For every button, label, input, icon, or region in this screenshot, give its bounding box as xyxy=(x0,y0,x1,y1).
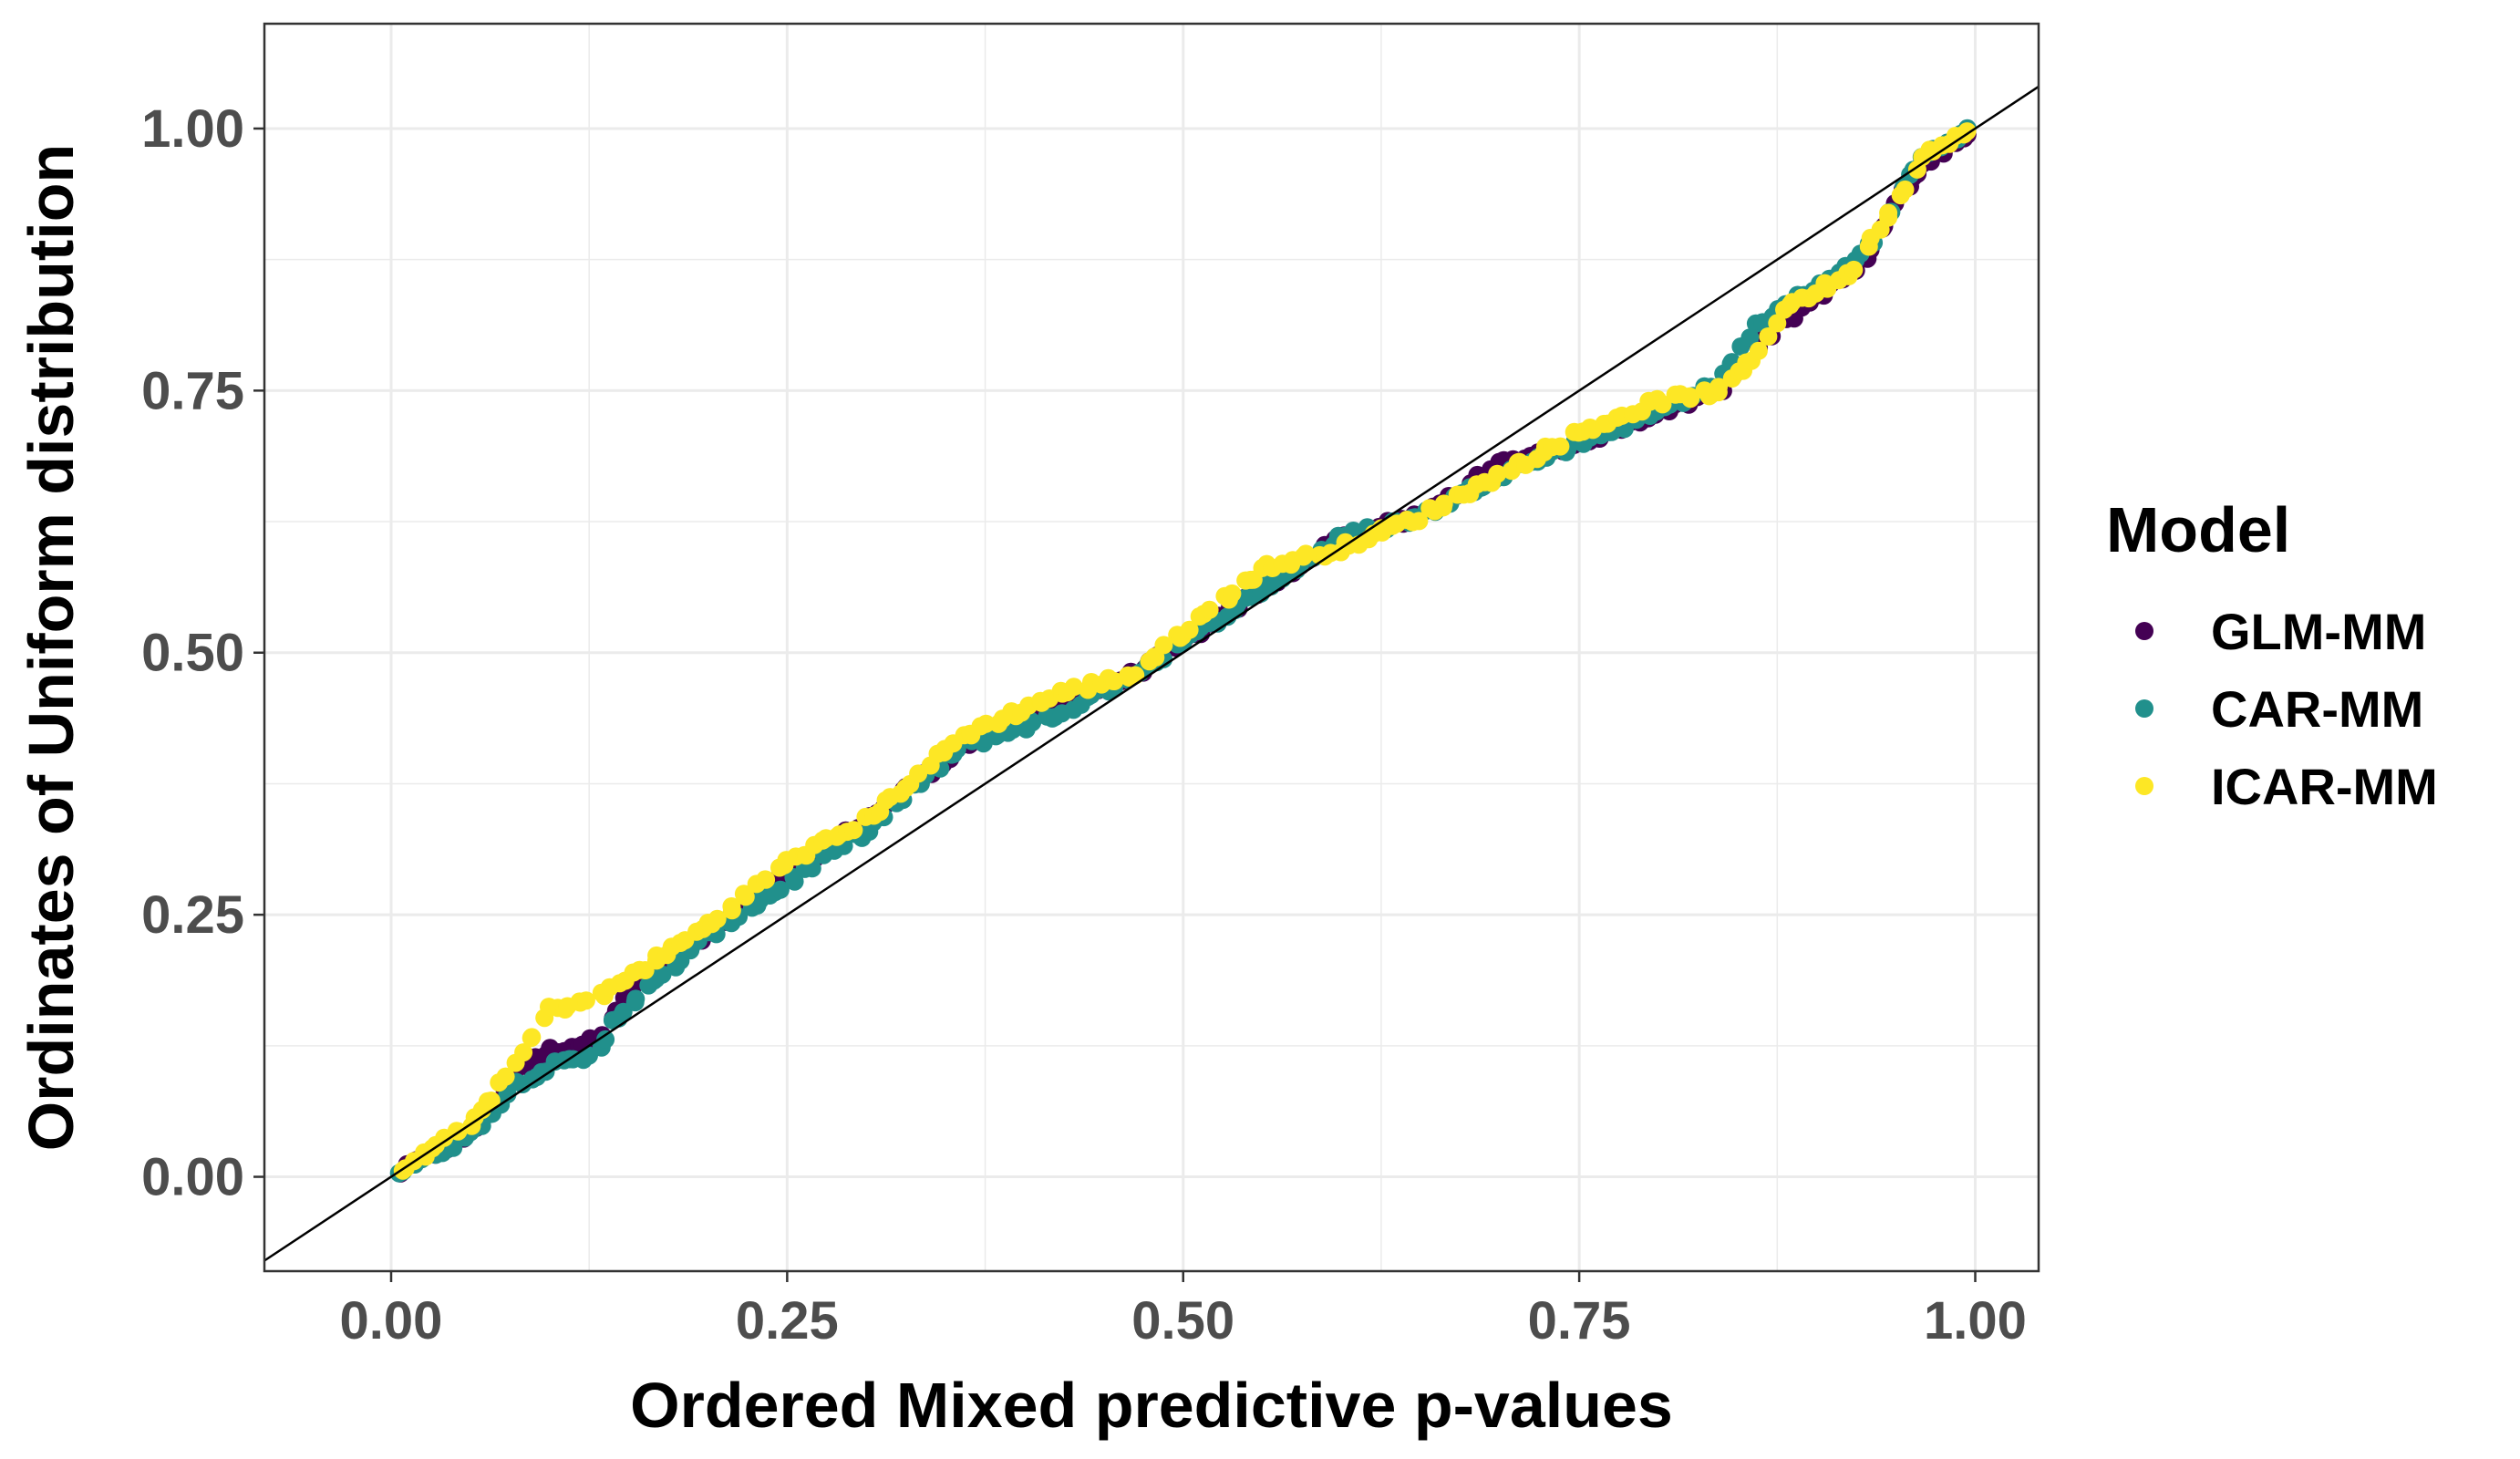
data-point-icar-mm xyxy=(1488,464,1507,483)
data-point-icar-mm xyxy=(1223,584,1242,603)
data-point-icar-mm xyxy=(722,901,741,920)
data-point-icar-mm xyxy=(522,1028,542,1047)
x-tick-label: 0.25 xyxy=(736,1291,839,1350)
data-point-car-mm xyxy=(770,880,790,899)
data-point-icar-mm xyxy=(1749,341,1768,360)
grid-lines xyxy=(264,24,2039,1271)
data-point-icar-mm xyxy=(1434,494,1453,513)
data-point-icar-mm xyxy=(496,1067,515,1086)
y-tick-label: 0.00 xyxy=(141,1148,244,1207)
y-axis-title: Ordinates of Uniform distribution xyxy=(15,144,87,1151)
data-point-icar-mm xyxy=(707,909,727,928)
data-point-icar-mm xyxy=(1895,180,1915,199)
reference-line xyxy=(263,85,2040,1262)
data-point-icar-mm xyxy=(1180,620,1199,639)
y-tick-label: 0.50 xyxy=(141,624,244,683)
data-point-icar-mm xyxy=(1768,314,1787,333)
data-point-icar-mm xyxy=(1681,389,1700,409)
data-point-icar-mm xyxy=(1653,395,1672,414)
x-tick-label: 0.00 xyxy=(340,1291,443,1350)
data-point-car-mm xyxy=(596,1030,615,1049)
data-point-icar-mm xyxy=(1879,203,1898,222)
data-point-icar-mm xyxy=(1064,678,1083,697)
legend-key-icar-mm xyxy=(2135,777,2153,795)
panel-border xyxy=(263,22,2040,1273)
data-point-icar-mm xyxy=(576,991,595,1010)
x-tick-label: 0.75 xyxy=(1528,1291,1631,1350)
legend-label-icar-mm: ICAR-MM xyxy=(2211,758,2438,815)
data-point-icar-mm xyxy=(1154,636,1173,655)
data-point-icar-mm xyxy=(1709,378,1728,397)
data-points xyxy=(389,119,1977,1183)
data-point-icar-mm xyxy=(1296,544,1316,564)
legend-key-car-mm xyxy=(2135,699,2153,718)
data-point-car-mm xyxy=(1740,328,1760,347)
x-tick-label: 1.00 xyxy=(1924,1291,2027,1350)
data-point-icar-mm xyxy=(1844,260,1864,279)
data-point-icar-mm xyxy=(1551,437,1570,456)
data-point-icar-mm xyxy=(1759,327,1778,346)
legend-title: Model xyxy=(2106,494,2290,565)
legend: Model GLM-MM CAR-MM ICAR-MM xyxy=(2106,494,2438,815)
data-point-icar-mm xyxy=(756,870,775,889)
legend-label-glm-mm: GLM-MM xyxy=(2211,603,2426,660)
data-point-icar-mm xyxy=(481,1092,501,1110)
y-tick-label: 0.25 xyxy=(141,885,244,945)
data-point-icar-mm xyxy=(514,1043,533,1062)
legend-label-car-mm: CAR-MM xyxy=(2211,680,2423,738)
legend-key-glm-mm xyxy=(2135,622,2153,640)
data-point-icar-mm xyxy=(844,821,863,840)
data-point-car-mm xyxy=(785,872,804,891)
axes: 0.00 0.25 0.50 0.75 1.00 0.00 0.25 0.50 0.75 1.00 xyxy=(141,99,2027,1350)
y-tick-label: 1.00 xyxy=(141,99,244,159)
data-point-car-mm xyxy=(626,989,645,1009)
identity-line xyxy=(263,85,2040,1262)
data-point-car-mm xyxy=(653,965,672,984)
data-point-icar-mm xyxy=(1126,666,1145,685)
data-point-icar-mm xyxy=(1200,600,1219,619)
x-tick-label: 0.50 xyxy=(1131,1291,1234,1350)
data-point-icar-mm xyxy=(734,885,753,904)
y-tick-label: 0.75 xyxy=(141,361,244,420)
x-axis-title: Ordered Mixed predictive p-values xyxy=(630,1370,1673,1441)
data-point-icar-mm xyxy=(1410,512,1429,531)
